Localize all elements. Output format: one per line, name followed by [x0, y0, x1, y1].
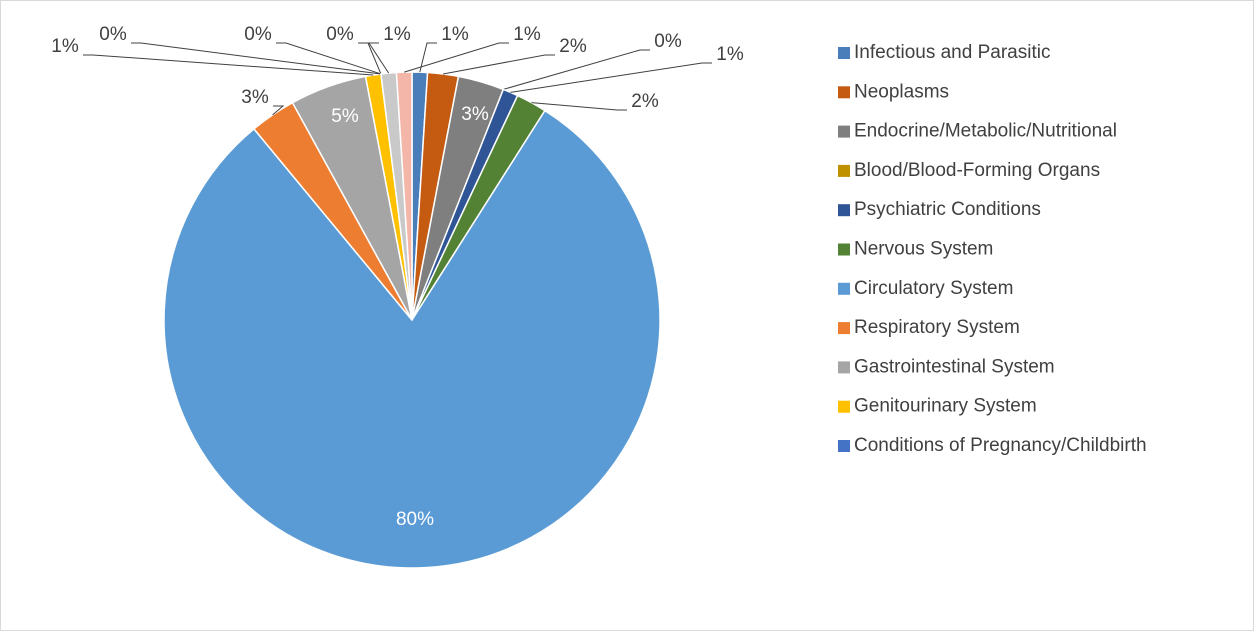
legend-label: Blood/Blood-Forming Organs: [854, 160, 1100, 181]
legend-swatch: [838, 125, 850, 138]
legend-label: Circulatory System: [854, 278, 1013, 299]
legend-swatch: [838, 400, 850, 413]
leader-line: [276, 42, 382, 75]
data-label: 80%: [396, 509, 434, 530]
legend-swatch: [838, 361, 850, 374]
data-label: 0%: [244, 24, 272, 45]
data-label: 1%: [441, 24, 469, 45]
data-label: 0%: [99, 24, 127, 45]
data-label: 3%: [241, 87, 269, 108]
legend-swatch: [838, 204, 850, 217]
legend-swatch: [838, 164, 850, 177]
leader-line: [358, 42, 382, 75]
pie-slice: [163, 109, 661, 569]
leader-line: [368, 42, 390, 74]
leader-line: [131, 42, 381, 75]
legend-swatch: [838, 322, 850, 335]
legend-label: Respiratory System: [854, 317, 1020, 338]
legend-label: Infectious and Parasitic: [854, 42, 1050, 63]
leader-line: [503, 49, 650, 90]
legend-label: Endocrine/Metabolic/Nutritional: [854, 121, 1117, 142]
data-label: 3%: [461, 104, 489, 125]
legend-label: Nervous System: [854, 239, 993, 260]
legend-swatch: [838, 47, 850, 59]
legend-swatch: [838, 243, 850, 256]
data-label: 1%: [383, 24, 411, 45]
legend-swatch: [838, 86, 850, 99]
legend-label: Neoplasms: [854, 81, 949, 102]
legend-swatch: [838, 282, 850, 295]
data-label: 2%: [559, 36, 587, 57]
leader-line: [404, 42, 509, 73]
leader-line: [272, 105, 285, 116]
data-label: 0%: [326, 24, 354, 45]
legend-label: Psychiatric Conditions: [854, 199, 1041, 220]
leader-line: [83, 54, 374, 76]
leader-line: [419, 42, 437, 73]
data-label: 1%: [513, 24, 541, 45]
leader-line: [442, 54, 555, 75]
data-label: 1%: [51, 36, 79, 57]
legend-label: Genitourinary System: [854, 396, 1037, 417]
data-label: 1%: [716, 44, 744, 65]
legend-label: Gastrointestinal System: [854, 356, 1055, 377]
pie-slice: [395, 71, 413, 321]
data-label: 2%: [631, 91, 659, 112]
legend-swatch: [838, 440, 850, 452]
data-label: 0%: [654, 31, 682, 52]
leader-line: [510, 62, 712, 93]
leader-line: [531, 102, 627, 111]
legend-label: Conditions of Pregnancy/Childbirth: [854, 435, 1147, 456]
data-label: 5%: [331, 106, 359, 127]
